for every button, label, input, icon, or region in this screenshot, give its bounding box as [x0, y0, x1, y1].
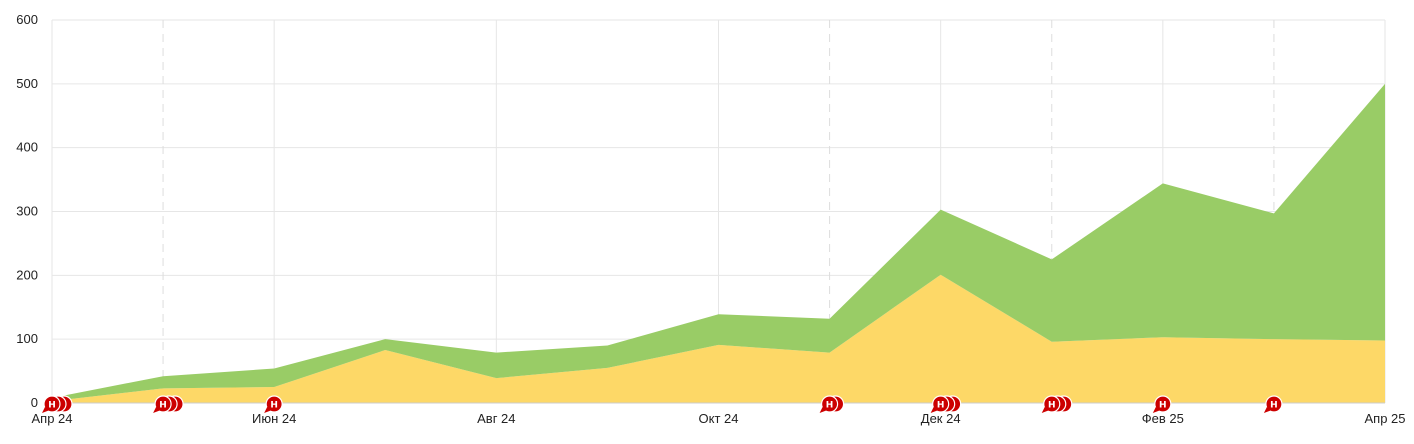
x-tick-label: Фев 25: [1142, 411, 1184, 426]
area-series-2: [52, 83, 1385, 402]
y-tick-label: 500: [16, 76, 38, 91]
marker-label: Н: [1159, 401, 1167, 411]
marker-tail: [153, 407, 162, 413]
marker-tail: [1152, 407, 1161, 413]
x-tick-label: Окт 24: [699, 411, 739, 426]
y-tick-label: 400: [16, 140, 38, 155]
event-marker[interactable]: Н: [1041, 395, 1073, 413]
marker-badge: [932, 395, 950, 413]
marker-tail: [819, 407, 828, 413]
marker-tail: [1263, 407, 1272, 413]
marker-tail: [1041, 407, 1050, 413]
marker-label: Н: [270, 401, 278, 411]
marker-badge: [154, 395, 172, 413]
event-marker[interactable]: Н: [264, 395, 283, 413]
marker-badge: [1154, 395, 1172, 413]
event-marker[interactable]: Н: [1152, 395, 1172, 413]
x-tick-label: Апр 24: [31, 411, 72, 426]
x-tick-label: Авг 24: [477, 411, 515, 426]
marker-badge: [1043, 395, 1061, 413]
x-tick-label: Июн 24: [252, 411, 296, 426]
y-tick-label: 600: [16, 12, 38, 27]
y-tick-label: 0: [31, 395, 38, 410]
plot-areas: [51, 83, 1386, 403]
y-tick-label: 200: [16, 267, 38, 282]
marker-badge: [265, 395, 283, 413]
y-tick-label: 300: [16, 204, 38, 219]
area-series-1: [52, 274, 1385, 403]
marker-badge: [1265, 395, 1283, 413]
event-marker[interactable]: Н: [819, 395, 845, 413]
marker-tail: [930, 407, 939, 413]
x-tick-label: Апр 25: [1364, 411, 1405, 426]
marker-label: Н: [1270, 401, 1278, 411]
marker-label: Н: [937, 401, 945, 411]
x-tick-label: Дек 24: [921, 411, 961, 426]
event-marker[interactable]: Н: [930, 395, 962, 413]
marker-tail: [264, 407, 273, 413]
y-tick-label: 100: [16, 331, 38, 346]
marker-label: Н: [1048, 401, 1056, 411]
event-marker[interactable]: Н: [1263, 395, 1283, 413]
marker-tail: [42, 407, 50, 413]
marker-badge: [820, 395, 839, 413]
marker-label: Н: [159, 401, 167, 411]
marker-label: Н: [826, 401, 834, 411]
marker-label: Н: [48, 401, 56, 411]
event-marker[interactable]: Н: [153, 395, 184, 413]
event-marker[interactable]: Н: [42, 395, 73, 413]
marker-badge: [43, 395, 61, 413]
